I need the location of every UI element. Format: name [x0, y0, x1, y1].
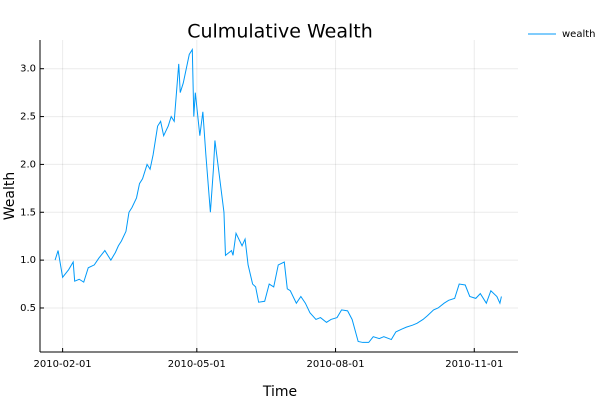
- y-tick-label: 1.5: [20, 207, 36, 218]
- line: [54, 47, 502, 343]
- chart-title: Culmulative Wealth: [187, 21, 373, 43]
- x-tick-label: 2010-11-01: [445, 359, 503, 370]
- x-tick-label: 2010-08-01: [306, 359, 364, 370]
- legend-label: wealth: [562, 29, 596, 40]
- y-axis-label: Wealth: [2, 172, 18, 220]
- y-tick-label: 3.0: [20, 64, 36, 75]
- x-axis-label: Time: [262, 384, 297, 400]
- legend-box: [524, 24, 596, 44]
- y-tick-label: 1.0: [20, 255, 36, 266]
- y-tick-label: 2.5: [20, 112, 36, 123]
- x-tick-label: 2010-05-01: [168, 359, 226, 370]
- y-tick-label: 2.0: [20, 159, 36, 170]
- y-tick-label: 0.5: [20, 303, 36, 314]
- x-tick-label: 2010-02-01: [34, 359, 92, 370]
